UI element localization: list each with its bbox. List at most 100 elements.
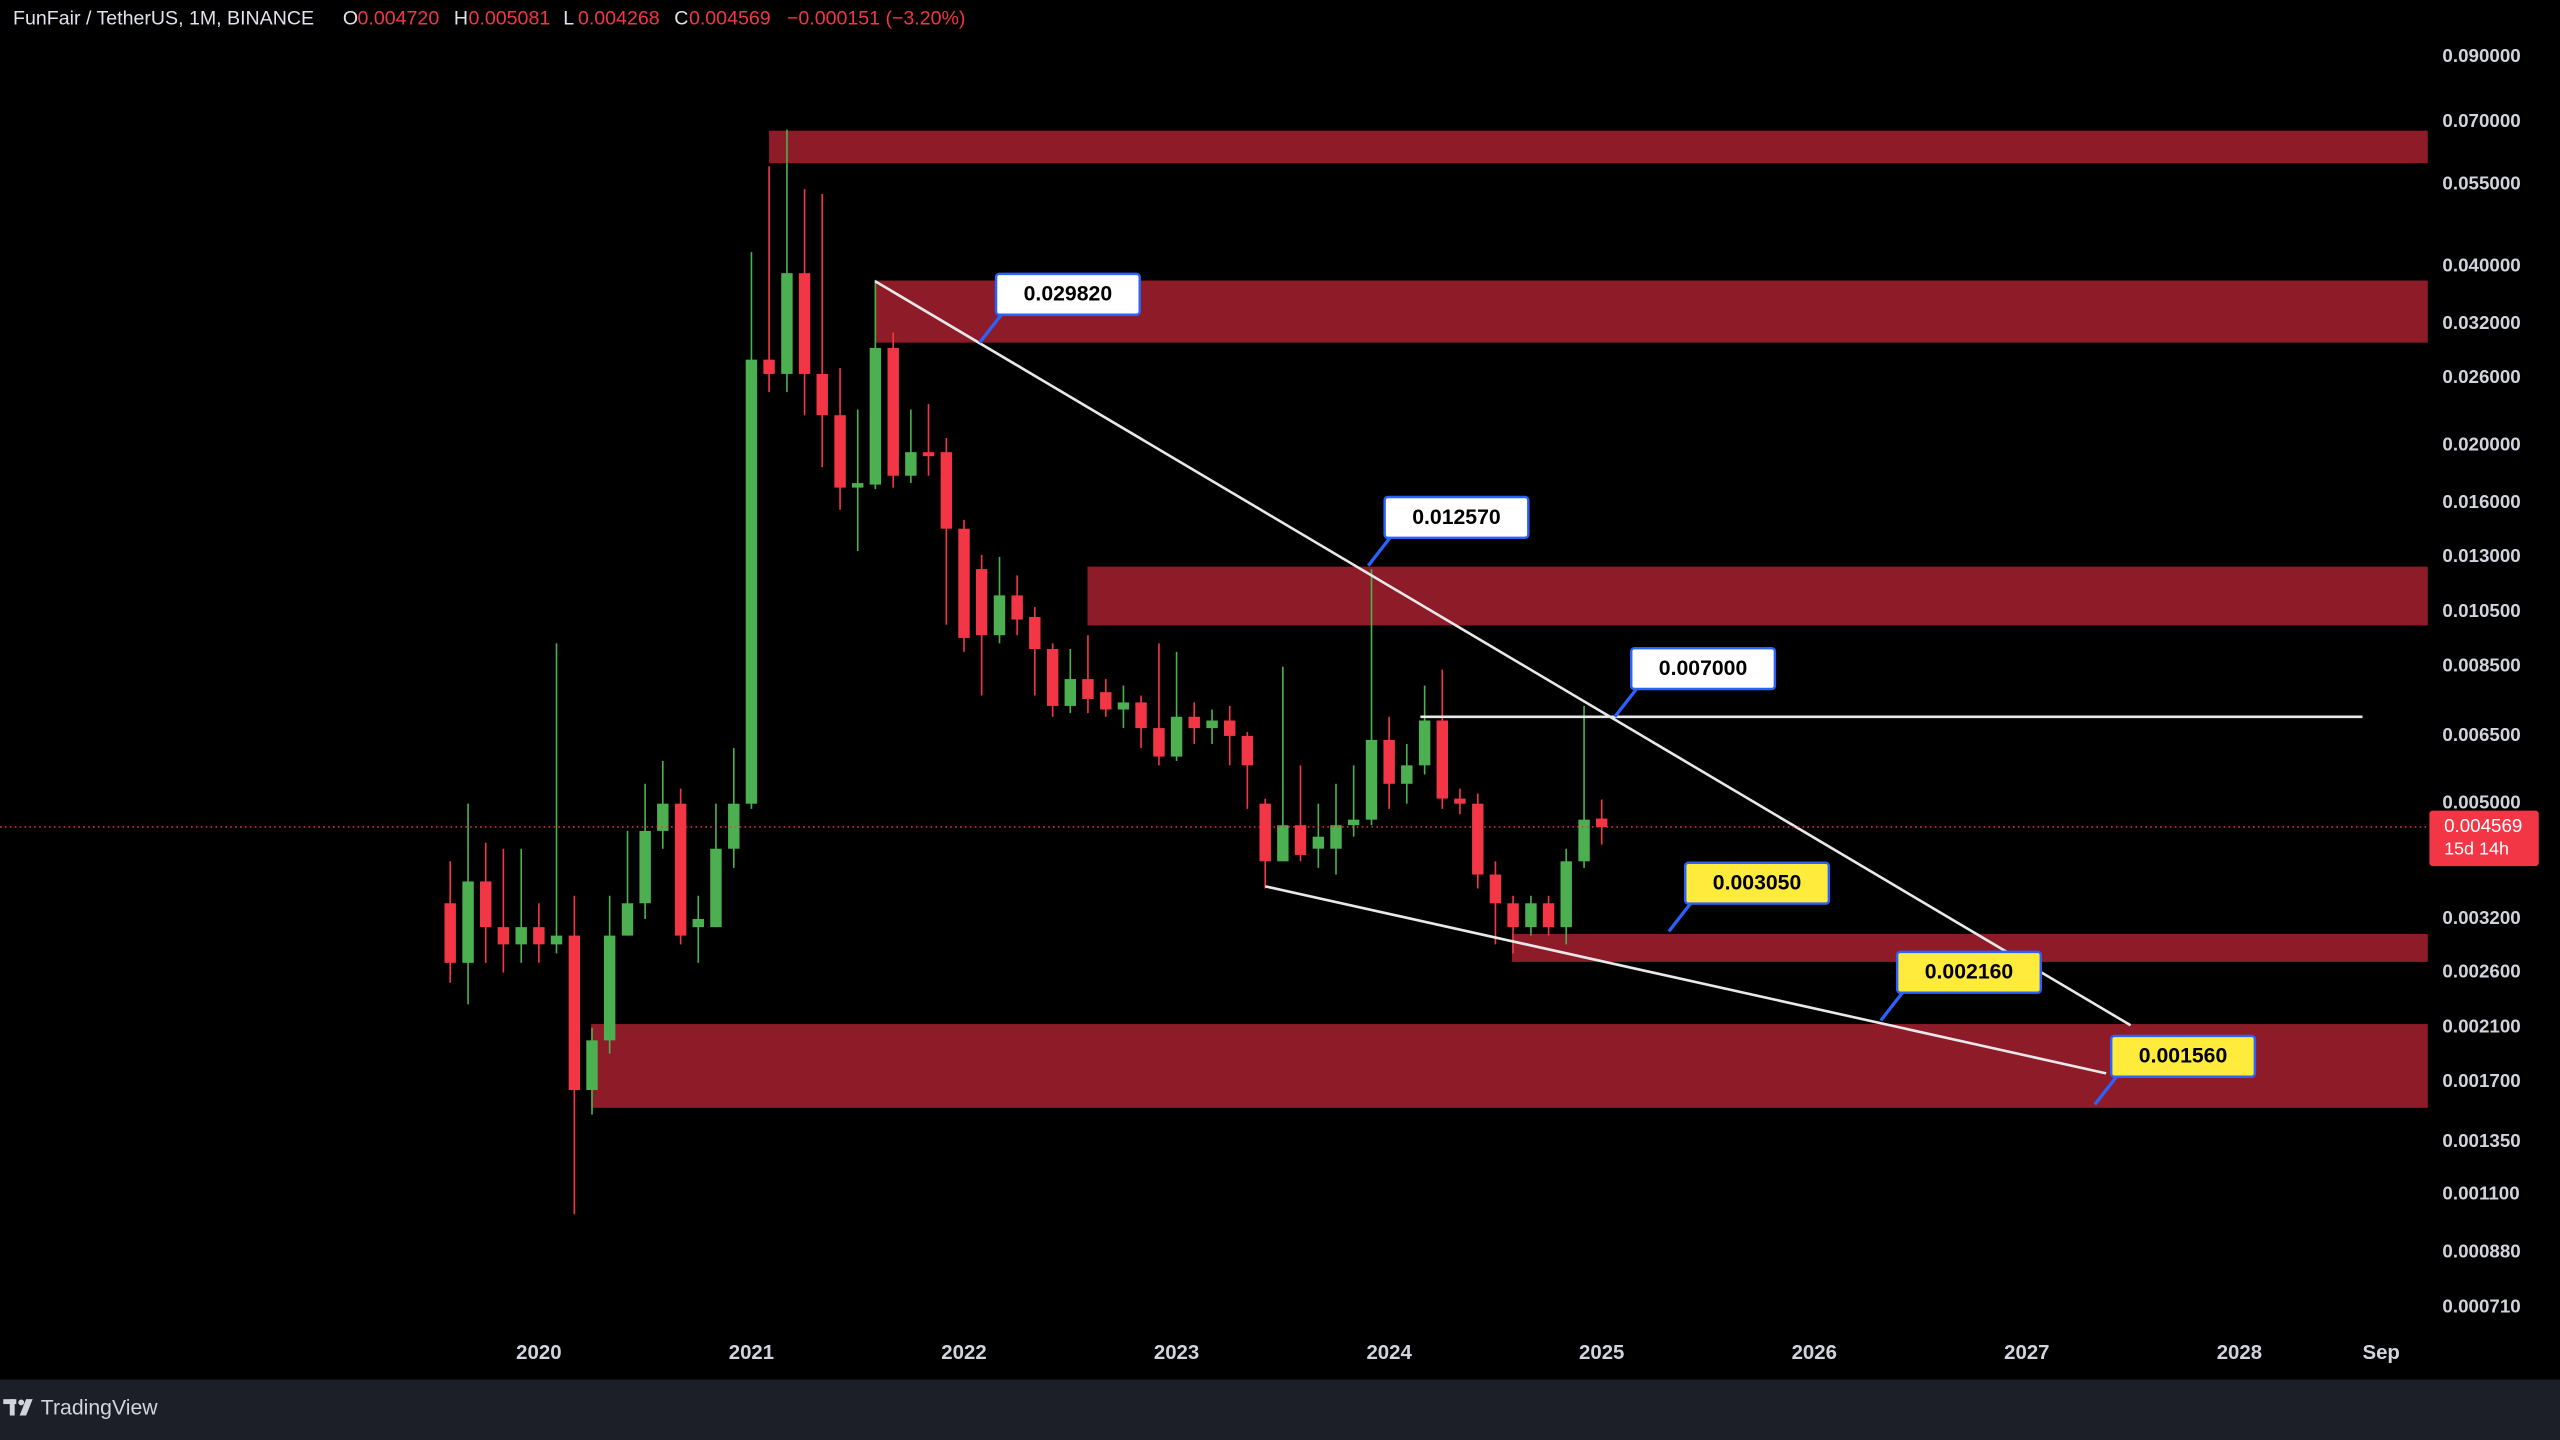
x-tick-label: 2022: [941, 1342, 986, 1364]
callout-pointer: [978, 312, 1004, 344]
candle-body: [1011, 595, 1023, 620]
callout-label: 0.002160: [1925, 961, 2014, 984]
x-tick-label: 2025: [1579, 1342, 1624, 1364]
callout: 0.007000: [1613, 646, 1777, 718]
candle-body: [1294, 825, 1307, 855]
callout-label: 0.007000: [1659, 657, 1748, 680]
y-tick-label: 0.001350: [2442, 1130, 2520, 1151]
candle-body: [1595, 818, 1608, 827]
callout-box: [1629, 646, 1777, 691]
tradingview-logo[interactable]: [3, 1399, 33, 1416]
footer-bar: [0, 1379, 2560, 1440]
x-tick-label: 2027: [2004, 1342, 2049, 1364]
candle-body: [533, 927, 545, 945]
footer-brand: TradingView: [41, 1397, 158, 1420]
y-tick-label: 0.000710: [2442, 1296, 2520, 1317]
candle-body: [639, 830, 651, 904]
x-tick-label: 2023: [1154, 1342, 1199, 1364]
candle-body: [462, 881, 474, 963]
candle-body: [869, 347, 882, 485]
x-tick-label: 2021: [729, 1342, 774, 1364]
candle-body: [887, 347, 899, 476]
candle-body: [515, 927, 527, 945]
header-text: 0.004268: [578, 8, 660, 30]
x-tick-label: 2028: [2217, 1342, 2262, 1364]
candle-body: [975, 569, 988, 636]
header-text: 0.004569: [689, 8, 771, 30]
candle-body: [1436, 720, 1448, 799]
candle-body: [657, 803, 669, 831]
candle-body: [1489, 874, 1502, 904]
candle-body: [1472, 803, 1484, 875]
candle-body: [1347, 819, 1360, 826]
x-tick-label: 2026: [1792, 1342, 1837, 1364]
y-tick-label: 0.032000: [2442, 312, 2520, 333]
price-tag-value: 0.004569: [2444, 815, 2522, 836]
y-tick-label: 0.002600: [2442, 961, 2520, 982]
candle-body: [1277, 825, 1289, 862]
candle-body: [692, 918, 705, 928]
candle-body: [1259, 803, 1271, 862]
header-text: O: [343, 8, 358, 30]
header-text: C: [674, 8, 688, 30]
candle-body: [1206, 720, 1218, 729]
y-tick-label: 0.040000: [2442, 255, 2520, 276]
y-tick-label: 0.016000: [2442, 491, 2520, 512]
candle-body: [798, 273, 811, 374]
callout-box: [2109, 1034, 2257, 1078]
candle-body: [1330, 825, 1342, 849]
candle-body: [1525, 903, 1537, 928]
callout-pointer: [1879, 990, 1905, 1022]
price-tag: [2429, 810, 2539, 867]
candle-body: [603, 935, 616, 1041]
callout-box: [994, 272, 1141, 316]
candle-body: [1153, 728, 1165, 757]
candle-body: [1542, 903, 1555, 928]
candle-body: [1135, 702, 1147, 729]
y-tick-label: 0.003200: [2442, 907, 2520, 928]
candle-body: [710, 848, 722, 928]
candle-body: [940, 452, 953, 529]
y-tick-label: 0.001100: [2442, 1183, 2519, 1204]
callout: 0.003050: [1667, 861, 1831, 933]
y-tick-label: 0.013000: [2442, 545, 2520, 566]
y-tick-label: 0.055000: [2442, 172, 2520, 193]
x-tick-label: 2024: [1366, 1342, 1412, 1364]
candle-body: [905, 452, 917, 476]
y-tick-label: 0.001700: [2442, 1070, 2520, 1091]
candle-body: [1454, 798, 1466, 804]
candle-body: [621, 903, 634, 936]
header-text: 0.005081: [469, 8, 551, 30]
candle-body: [674, 803, 687, 936]
candle-body: [993, 595, 1006, 636]
callout-label: 0.012570: [1412, 506, 1501, 529]
header-text: 0.004720: [358, 8, 440, 30]
candle-body: [1418, 720, 1431, 766]
candle-body: [444, 903, 456, 963]
y-tick-label: 0.005000: [2442, 792, 2520, 813]
candle-body: [1064, 679, 1077, 706]
candle-body: [922, 452, 935, 457]
candle-body: [1578, 819, 1590, 862]
candle-body: [728, 803, 740, 849]
candle-body: [852, 483, 864, 488]
candle-body: [816, 373, 828, 416]
y-tick-label: 0.002100: [2442, 1016, 2520, 1037]
callout-pointer: [1667, 900, 1694, 933]
candle-body: [1117, 702, 1130, 710]
candle-body: [497, 927, 510, 945]
price-tag-countdown: 15d 14h: [2444, 839, 2509, 859]
callout-pointer: [1613, 686, 1640, 718]
y-tick-label: 0.010500: [2442, 600, 2520, 621]
callout: 0.012570: [1367, 495, 1530, 567]
callout-label: 0.001560: [2139, 1045, 2228, 1068]
candle-body: [1312, 836, 1325, 849]
callout-label: 0.003050: [1713, 872, 1802, 895]
candle-body: [1100, 692, 1112, 710]
candle-body: [1046, 649, 1059, 706]
callout-box: [1383, 495, 1530, 540]
candle-body: [763, 359, 775, 374]
candle-body: [1507, 903, 1519, 928]
y-tick-label: 0.006500: [2442, 724, 2520, 745]
